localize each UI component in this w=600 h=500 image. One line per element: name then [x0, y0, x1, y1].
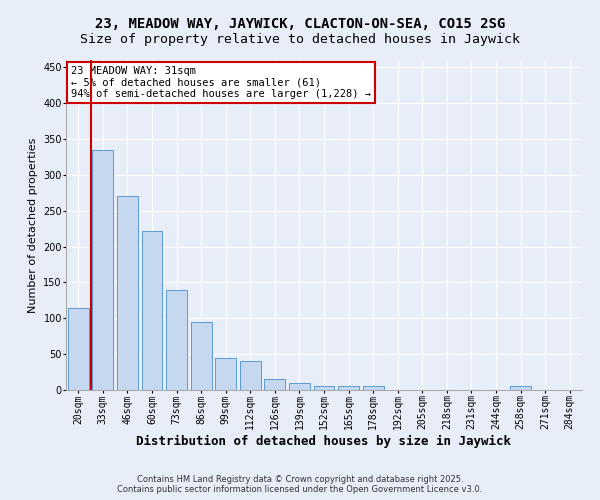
Bar — [191, 322, 212, 390]
Bar — [117, 196, 138, 390]
Bar — [362, 386, 383, 390]
Bar — [68, 308, 89, 390]
Bar — [240, 362, 261, 390]
Text: 23 MEADOW WAY: 31sqm
← 5% of detached houses are smaller (61)
94% of semi-detach: 23 MEADOW WAY: 31sqm ← 5% of detached ho… — [71, 66, 371, 99]
Bar — [510, 386, 531, 390]
Bar — [338, 386, 359, 390]
Bar — [215, 358, 236, 390]
Text: Size of property relative to detached houses in Jaywick: Size of property relative to detached ho… — [80, 32, 520, 46]
Bar — [166, 290, 187, 390]
Bar — [142, 230, 163, 390]
Bar — [265, 379, 286, 390]
Bar — [314, 386, 334, 390]
Bar — [92, 150, 113, 390]
X-axis label: Distribution of detached houses by size in Jaywick: Distribution of detached houses by size … — [137, 435, 511, 448]
Text: Contains HM Land Registry data © Crown copyright and database right 2025.
Contai: Contains HM Land Registry data © Crown c… — [118, 474, 482, 494]
Bar — [289, 383, 310, 390]
Y-axis label: Number of detached properties: Number of detached properties — [28, 138, 38, 312]
Text: 23, MEADOW WAY, JAYWICK, CLACTON-ON-SEA, CO15 2SG: 23, MEADOW WAY, JAYWICK, CLACTON-ON-SEA,… — [95, 18, 505, 32]
